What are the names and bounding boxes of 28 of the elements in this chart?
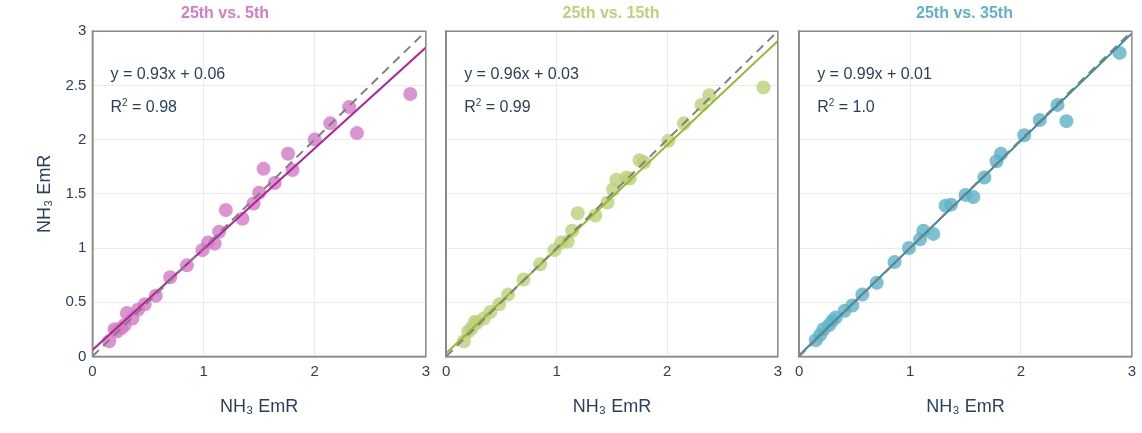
chart-title: 25th vs. 5th [180,4,270,22]
x-axis-title: NH₃ EmR [219,396,299,417]
y-axis-title: NH₃ EmR [33,154,54,233]
y-tick-label: 0 [78,346,87,364]
y-tick-label: 2.5 [65,75,87,93]
y-tick-label: 2 [78,129,87,147]
x-tick-label: 2 [310,361,319,379]
x-tick-label: 1 [199,361,208,379]
annotation: y = 0.93x + 0.06 [110,65,226,83]
y-tick-label: 1.5 [65,183,87,201]
chart-title: 25th vs. 35th [916,4,1013,22]
annotation: y = 0.99x + 0.01 [817,65,933,83]
x-tick-label: 3 [773,361,782,379]
x-tick-label: 0 [795,361,804,379]
x-axis-title: NH₃ EmR [572,396,652,417]
chart-title: 25th vs. 15th [562,4,660,22]
x-tick-label: 2 [663,361,672,379]
x-axis-title: NH₃ EmR [926,396,1005,417]
x-tick-label: 3 [421,361,430,379]
y-tick-label: 3 [78,21,87,39]
x-tick-label: 3 [1127,361,1136,379]
x-tick-label: 2 [1016,361,1026,379]
y-tick-label: 1 [78,238,87,256]
x-tick-label: 1 [905,361,915,379]
y-tick-label: 0.5 [65,292,87,310]
annotation: y = 0.96x + 0.03 [464,65,580,83]
x-tick-label: 0 [442,361,451,379]
x-tick-label: 1 [552,361,561,379]
